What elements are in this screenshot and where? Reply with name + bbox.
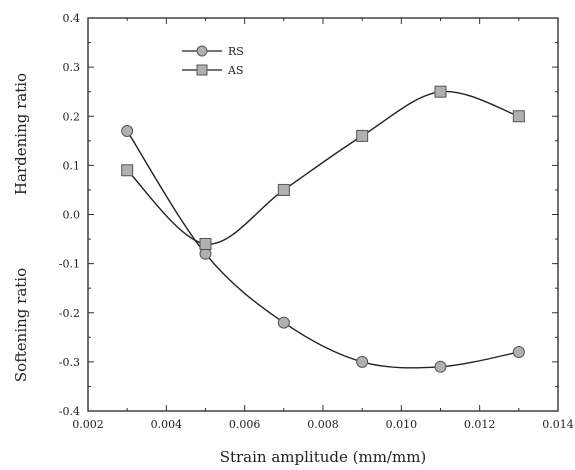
y-tick-label: -0.3 (59, 356, 80, 369)
y-tick-label: -0.1 (59, 258, 80, 271)
y-axis-title-bottom: Softening ratio (12, 268, 30, 382)
data-point-rs (356, 355, 369, 368)
data-point-rs (434, 360, 447, 373)
plot-frame (87, 17, 559, 412)
legend-label-as: AS (227, 64, 243, 77)
y-tick-label: 0.4 (63, 12, 81, 25)
data-point-rs (121, 124, 134, 137)
data-point-as (199, 237, 212, 250)
legend-item-as: AS (182, 64, 243, 77)
legend-marker-rs (196, 45, 208, 57)
series-line-rs (126, 130, 519, 369)
x-tick-label: 0.010 (386, 418, 418, 431)
series-layer (121, 85, 525, 373)
y-axis-title-top: Hardening ratio (12, 73, 30, 195)
series-as (121, 85, 525, 250)
y-tick-label: 0.0 (63, 209, 81, 222)
y-tick-label: 0.3 (63, 61, 81, 74)
y-tick-label: -0.4 (59, 405, 80, 418)
legend: RS AS (182, 45, 244, 77)
x-tick-label: 0.006 (229, 418, 261, 431)
x-tick-label: 0.004 (151, 418, 183, 431)
x-axis-title: Strain amplitude (mm/mm) (220, 448, 427, 466)
series-line-as (126, 90, 520, 245)
x-tick-label: 0.012 (464, 418, 496, 431)
legend-item-rs: RS (182, 45, 244, 58)
data-point-as (121, 164, 134, 177)
data-point-as (434, 85, 447, 98)
data-point-rs (277, 316, 290, 329)
y-tick-label: 0.1 (63, 159, 81, 172)
data-point-as (356, 129, 369, 142)
y-tick-label: 0.2 (63, 110, 81, 123)
y-tick-label: -0.2 (59, 307, 80, 320)
x-tick-label: 0.008 (307, 418, 339, 431)
data-point-rs (512, 346, 525, 359)
x-tick-label: 0.002 (72, 418, 104, 431)
legend-marker-as (196, 64, 208, 76)
data-point-as (512, 110, 525, 123)
x-tick-label: 0.014 (542, 418, 574, 431)
legend-label-rs: RS (228, 45, 244, 58)
data-point-as (277, 183, 290, 196)
series-rs (121, 124, 525, 373)
axis-ticks: 0.002 0.004 0.006 0.008 0.010 0.012 0.014 -0.4 -… (59, 12, 574, 431)
